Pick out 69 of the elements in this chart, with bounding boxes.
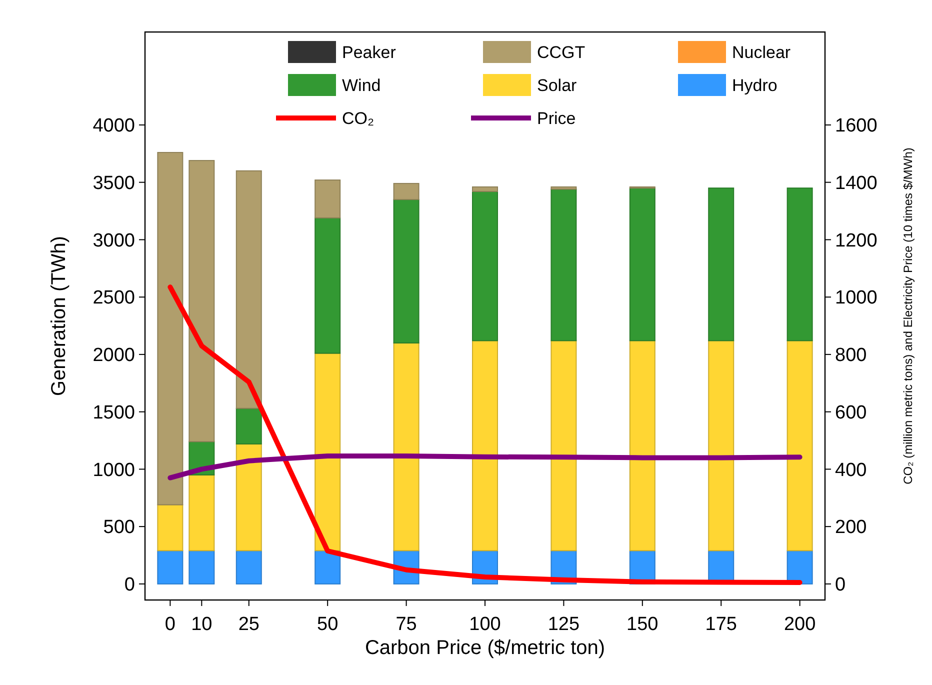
y2-tick-label: 1200 <box>835 230 878 252</box>
y-tick-label: 2000 <box>92 345 135 366</box>
x-tick-label: 200 <box>784 614 816 635</box>
bar <box>157 152 184 506</box>
bar <box>550 186 577 190</box>
bar <box>550 188 577 342</box>
bar <box>314 550 341 584</box>
bar <box>236 408 262 444</box>
legend-label: Price <box>537 108 576 128</box>
legend-label: Solar <box>537 76 578 95</box>
y-tick-label: 500 <box>103 517 135 538</box>
y-tick-label: 4000 <box>92 116 135 137</box>
bar <box>236 550 262 584</box>
bar <box>393 342 420 552</box>
bar <box>708 188 734 342</box>
bar <box>550 340 577 552</box>
y2-tick-label: 0 <box>835 574 846 596</box>
y-tick-label: 2500 <box>92 288 135 309</box>
bar <box>708 340 734 552</box>
x-tick-label: 150 <box>626 614 658 635</box>
y2-tick-label: 400 <box>835 460 867 481</box>
legend-label: CCGT <box>537 42 586 62</box>
legend-label: Hydro <box>732 76 778 95</box>
y-tick-label: 1500 <box>92 402 135 424</box>
y-tick-label: 0 <box>124 574 135 596</box>
x-tick-label: 25 <box>238 614 260 635</box>
x-tick-label: 125 <box>548 614 580 635</box>
y2-tick-label: 800 <box>835 345 867 366</box>
x-axis-title: Carbon Price ($/metric ton) <box>364 637 606 659</box>
y-axis-title: Generation (TWh) <box>48 236 70 396</box>
legend-label: Wind <box>342 76 381 95</box>
y2-tick-label: 1600 <box>835 116 878 137</box>
x-tick-label: 75 <box>396 614 417 635</box>
legend-label: Nuclear <box>732 42 791 62</box>
bar <box>157 504 184 552</box>
y2-tick-label: 200 <box>835 517 867 538</box>
bar <box>629 340 656 552</box>
y2-tick-label: 600 <box>835 402 867 424</box>
bar <box>188 160 215 442</box>
bar <box>157 550 184 584</box>
bar <box>314 217 341 354</box>
y-tick-label: 1000 <box>92 460 135 481</box>
bar <box>188 474 215 552</box>
y2-axis-title: CO₂ (million metric tons) and Electricity Price (10 times $/MWh) <box>901 148 915 484</box>
bar <box>314 352 341 552</box>
bar <box>472 186 498 192</box>
bar <box>786 550 813 584</box>
bar <box>314 180 341 218</box>
legend-label: CO₂ <box>342 108 374 128</box>
bar <box>629 188 656 342</box>
bar <box>393 182 420 200</box>
bar <box>472 340 498 552</box>
x-tick-label: 0 <box>164 614 176 635</box>
bar <box>393 199 420 344</box>
x-tick-label: 10 <box>191 614 212 635</box>
bar <box>188 550 215 584</box>
bar <box>786 340 813 552</box>
legend-label: Peaker <box>342 42 396 62</box>
y2-tick-label: 1000 <box>835 288 878 309</box>
x-tick-label: 50 <box>317 614 338 635</box>
bar <box>236 170 262 409</box>
y-tick-label: 3000 <box>92 230 135 252</box>
y-tick-label: 3500 <box>92 172 135 194</box>
bar <box>786 188 813 342</box>
y2-tick-label: 1400 <box>835 172 878 194</box>
x-tick-label: 100 <box>469 614 501 635</box>
x-tick-label: 175 <box>705 614 737 635</box>
bar <box>236 443 262 552</box>
bar <box>472 191 498 342</box>
